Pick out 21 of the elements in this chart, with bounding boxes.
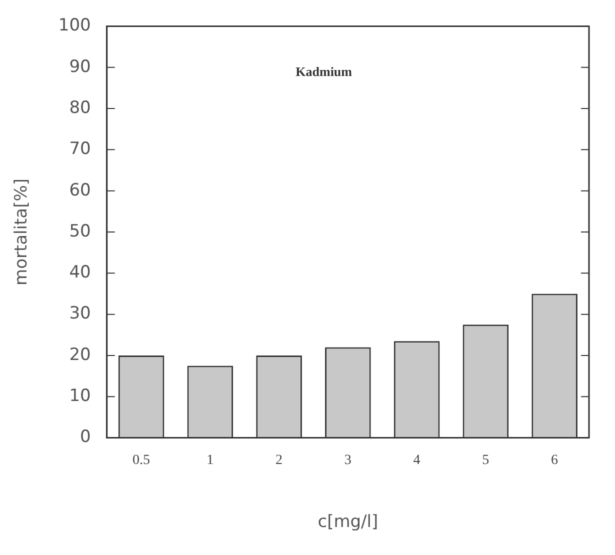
y-tick-label: 50 — [69, 221, 91, 242]
x-tick-label: 6 — [551, 452, 558, 468]
y-tick-label: 10 — [69, 386, 91, 406]
y-tick-label: 0 — [80, 427, 91, 448]
x-tick-label: 1 — [206, 452, 214, 468]
x-tick-label: 5 — [482, 452, 490, 468]
y-tick-label: 80 — [69, 98, 91, 118]
annotation: Kadmium — [296, 64, 352, 80]
y-tick-label: 20 — [69, 344, 91, 365]
y-tick-label: 70 — [69, 139, 91, 160]
x-tick-label: 4 — [413, 452, 420, 468]
y-axis-title: mortalita[%] — [12, 178, 32, 286]
y-tick-label: 30 — [69, 304, 91, 324]
y-tick-label: 90 — [69, 56, 91, 77]
y-tick-label: 40 — [69, 262, 91, 283]
x-tick-label: 0.5 — [132, 452, 150, 468]
x-axis-title: c[mg/l] — [318, 512, 378, 532]
x-tick-label: 3 — [344, 452, 352, 468]
y-tick-label: 100 — [58, 16, 91, 36]
y-tick-label: 60 — [69, 180, 91, 200]
x-tick-label: 2 — [276, 452, 283, 468]
